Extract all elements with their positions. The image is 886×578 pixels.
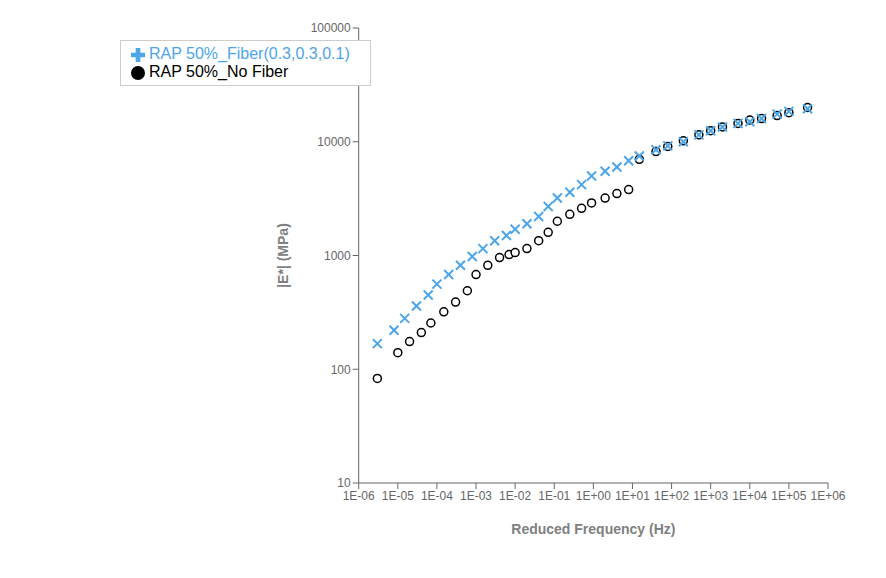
svg-text:10000: 10000: [317, 135, 351, 149]
html-text:RAP 50%_Fiber(0.3,0.3,0.1): RAP 50%_Fiber(0.3,0.3,0.1): [149, 45, 350, 62]
svg-text:1E+05: 1E+05: [771, 489, 806, 503]
svg-text:100000: 100000: [311, 21, 351, 35]
svg-text:1E-03: 1E-03: [460, 489, 492, 503]
svg-text:|E*| (MPa): |E*| (MPa): [275, 223, 291, 288]
svg-text:1E+04: 1E+04: [732, 489, 767, 503]
svg-text:10: 10: [337, 476, 351, 490]
svg-text:100: 100: [331, 363, 351, 377]
svg-text:1E+06: 1E+06: [810, 489, 845, 503]
svg-text:1E-04: 1E-04: [421, 489, 453, 503]
svg-text:1E+01: 1E+01: [615, 489, 650, 503]
svg-text:1E-06: 1E-06: [343, 489, 375, 503]
svg-text:1E+02: 1E+02: [654, 489, 689, 503]
svg-text:1000: 1000: [324, 249, 351, 263]
svg-text:1E-02: 1E-02: [499, 489, 531, 503]
svg-text:1E+03: 1E+03: [693, 489, 728, 503]
svg-text:1E+00: 1E+00: [576, 489, 611, 503]
html-text:RAP 50%_No Fiber: RAP 50%_No Fiber: [149, 63, 289, 80]
svg-text:1E-05: 1E-05: [382, 489, 414, 503]
svg-text:1E-01: 1E-01: [538, 489, 570, 503]
svg-text:Reduced Frequency (Hz): Reduced Frequency (Hz): [511, 521, 675, 537]
